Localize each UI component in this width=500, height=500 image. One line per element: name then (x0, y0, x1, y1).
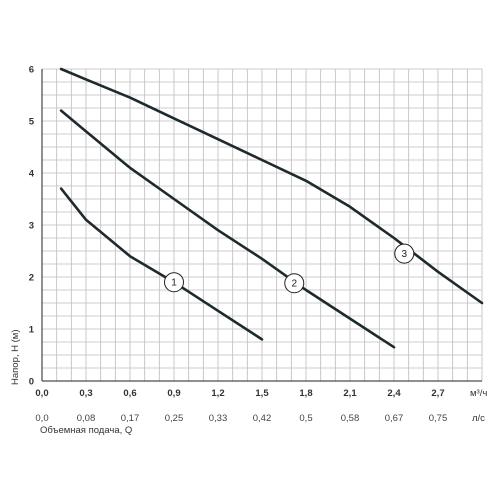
axes: 0,0 0,3 0,6 0,9 1,2 1,5 1,8 2,1 2,4 2,7 0,0 0,08 0,1… (29, 65, 482, 424)
x2-tick-label: 0,33 (209, 413, 228, 424)
x2-tick-label: 0,42 (253, 413, 272, 424)
series-marker-label: 2 (291, 279, 297, 290)
series-marker-3: 3 (394, 243, 415, 264)
x2-tick-label: 0,75 (429, 413, 448, 424)
x2-tick-label: 0,08 (77, 413, 96, 424)
x-tick-label: 1,8 (299, 388, 312, 399)
curves (59, 67, 484, 349)
x-tick-label: 0,9 (167, 388, 180, 399)
x2-tick-label: 0,58 (341, 413, 360, 424)
y-tick-label: 1 (29, 325, 35, 336)
series-line-1 (59, 187, 264, 341)
series-line-2 (59, 109, 396, 349)
x-tick-label: 2,7 (431, 388, 444, 399)
x-axis-unit-secondary: л/с (472, 413, 485, 424)
y-tick-label: 3 (29, 221, 34, 232)
x2-tick-label: 0,0 (35, 413, 48, 424)
x-axis-unit-primary: м³/ч (470, 388, 487, 399)
y-tick-label: 2 (29, 273, 34, 284)
x-tick-label: 2,4 (387, 388, 401, 399)
y-tick-label: 4 (29, 169, 35, 180)
x-tick-label: 0,3 (79, 388, 92, 399)
curve-markers: 1 2 3 (164, 243, 415, 294)
y-tick-label: 0 (29, 377, 34, 388)
labels: Напор, H (м) Объемная подача, Q м³/ч л/с (10, 330, 487, 437)
grid (41, 68, 483, 382)
series-marker-circle (284, 273, 305, 294)
x-axis-title: Объемная подача, Q (40, 425, 132, 436)
series-marker-1: 1 (164, 272, 184, 293)
y-axis-title: Напор, H (м) (10, 330, 21, 386)
x2-tick-label: 0,17 (121, 413, 140, 424)
series-marker-circle (164, 272, 184, 293)
x-tick-label: 1,5 (255, 388, 269, 399)
x2-tick-label: 0,5 (299, 413, 312, 424)
x-tick-label: 1,2 (211, 388, 224, 399)
series-marker-circle (394, 243, 415, 264)
series-marker-label: 3 (401, 249, 407, 260)
x-tick-label: 0,6 (123, 388, 136, 399)
series-marker-2: 2 (284, 273, 305, 294)
y-tick-label: 6 (29, 65, 34, 76)
series-marker-label: 1 (171, 278, 177, 289)
x-tick-label: 0,0 (35, 388, 48, 399)
y-tick-label: 5 (29, 117, 35, 128)
x2-tick-label: 0,67 (385, 413, 404, 424)
x2-tick-label: 0,25 (165, 413, 184, 424)
x-tick-label: 2,1 (343, 388, 357, 399)
